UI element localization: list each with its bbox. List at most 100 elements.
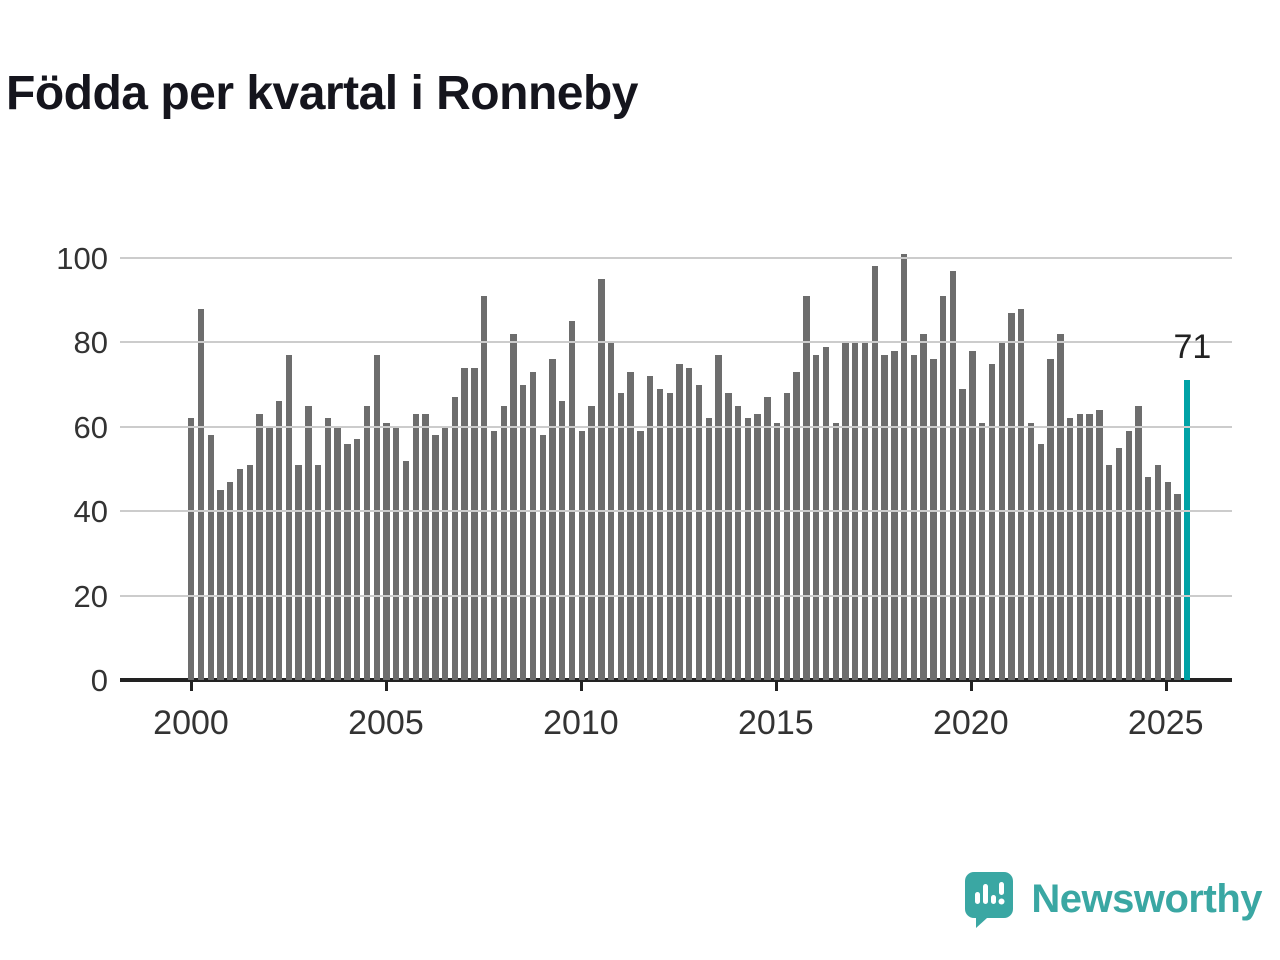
bar — [188, 418, 195, 680]
bar — [1047, 359, 1054, 680]
bar-highlight-latest — [1184, 380, 1191, 680]
bar — [930, 359, 937, 680]
bar — [529, 371, 537, 680]
bar — [441, 426, 449, 680]
bar — [402, 460, 410, 680]
bar — [1066, 418, 1074, 680]
bar — [363, 405, 371, 680]
bar — [314, 464, 322, 680]
bar — [422, 414, 429, 680]
bar — [1145, 477, 1152, 680]
bar — [520, 384, 527, 680]
bar — [949, 270, 957, 680]
bar — [725, 393, 732, 680]
bar — [988, 363, 996, 680]
bar — [734, 405, 742, 680]
gridline-y-80 — [120, 341, 1232, 344]
x-tick-mark-2025 — [1164, 682, 1168, 691]
bar — [295, 464, 302, 680]
x-axis-line — [120, 678, 1232, 682]
bar — [344, 443, 351, 680]
bar — [305, 405, 312, 680]
brand-name: Newsworthy — [1031, 876, 1262, 921]
bar-series — [188, 253, 1192, 680]
bar — [920, 333, 927, 680]
x-tick-mark-2010 — [579, 682, 583, 691]
bar — [1057, 333, 1064, 680]
y-tick-label-100: 100 — [56, 241, 108, 276]
bar — [451, 397, 459, 680]
bar — [1115, 447, 1123, 680]
bar — [578, 431, 586, 680]
bar — [705, 418, 712, 680]
y-tick-label-60: 60 — [73, 409, 108, 445]
chart-title: Födda per kvartal i Ronneby — [6, 67, 638, 121]
bar — [627, 371, 634, 680]
bar — [1105, 464, 1113, 680]
y-tick-label-80: 80 — [73, 325, 108, 361]
bar — [783, 393, 791, 680]
bar — [285, 355, 293, 680]
bar — [568, 321, 576, 680]
bar — [1164, 481, 1171, 680]
bar — [959, 388, 966, 680]
bar — [266, 426, 273, 680]
bar — [236, 469, 244, 680]
bar — [754, 414, 761, 680]
x-tick-label-2005: 2005 — [348, 704, 424, 742]
x-tick-label-2010: 2010 — [543, 704, 619, 742]
bar — [275, 401, 283, 680]
bar — [461, 367, 468, 680]
bar — [1027, 422, 1035, 680]
bar — [900, 253, 908, 680]
bar — [764, 397, 771, 680]
bar — [510, 333, 517, 680]
bar — [1135, 405, 1142, 680]
x-tick-mark-2000 — [190, 682, 193, 691]
bar — [256, 414, 263, 680]
bar — [354, 439, 361, 680]
bar — [598, 279, 605, 680]
gridline-y-20 — [120, 594, 1232, 597]
y-tick-label-20: 20 — [73, 578, 108, 614]
plot-area — [120, 253, 1232, 682]
bar — [500, 405, 507, 680]
bar — [910, 355, 918, 680]
gridline-y-60 — [120, 425, 1232, 428]
y-tick-label-0: 0 — [90, 663, 108, 698]
bar — [793, 371, 800, 680]
bar — [969, 350, 976, 680]
x-tick-label-2020: 2020 — [932, 704, 1009, 742]
bar — [217, 490, 224, 680]
x-tick-label-2025: 2025 — [1127, 704, 1204, 742]
y-tick-label-40: 40 — [73, 494, 108, 530]
bar — [803, 295, 810, 680]
bar — [979, 422, 986, 680]
bar — [480, 295, 488, 680]
x-tick-label-2015: 2015 — [738, 704, 814, 742]
bar — [490, 431, 498, 680]
bar — [197, 308, 205, 680]
bar — [832, 422, 839, 680]
x-tick-mark-2005 — [384, 682, 388, 691]
bar — [227, 481, 234, 680]
bar — [539, 435, 546, 680]
bar — [549, 359, 556, 680]
bar — [637, 431, 644, 680]
gridline-y-40 — [120, 510, 1232, 513]
bar — [686, 367, 693, 680]
bar — [871, 266, 878, 680]
bar — [207, 435, 214, 680]
bar — [1008, 312, 1015, 680]
bar — [383, 422, 390, 680]
bar — [666, 393, 673, 680]
brand-footer: Newsworthy — [963, 870, 1262, 928]
newsworthy-logo-icon — [965, 872, 1014, 928]
bar — [881, 355, 888, 680]
bar — [744, 418, 752, 680]
x-tick-label-2000: 2000 — [153, 704, 229, 742]
x-tick-mark-2015 — [774, 682, 778, 691]
bar — [1086, 414, 1093, 680]
bar — [1037, 443, 1044, 680]
bar — [1096, 409, 1103, 680]
